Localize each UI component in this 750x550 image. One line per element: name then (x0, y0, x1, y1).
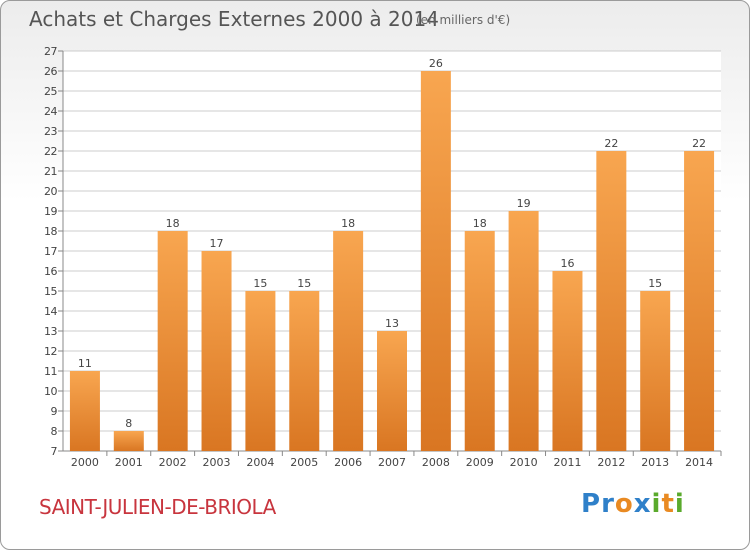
y-tick-label: 14 (44, 305, 57, 318)
data-label: 15 (253, 277, 267, 290)
bar (69, 371, 100, 451)
y-tick-label: 17 (44, 245, 57, 258)
data-label: 15 (297, 277, 311, 290)
x-tick-label: 2014 (685, 456, 713, 469)
y-tick-label: 26 (44, 65, 57, 78)
y-tick-label: 16 (44, 265, 57, 278)
data-label: 16 (560, 257, 574, 270)
x-tick-label: 2007 (378, 456, 406, 469)
data-label: 22 (692, 137, 706, 150)
y-tick-label: 7 (51, 445, 58, 458)
x-tick-label: 2000 (71, 456, 99, 469)
data-label: 22 (604, 137, 618, 150)
chart-unit: (en milliers d'€) (416, 13, 511, 27)
y-tick-label: 20 (44, 185, 57, 198)
y-tick-label: 22 (44, 145, 57, 158)
x-tick-label: 2013 (641, 456, 669, 469)
data-label: 13 (385, 317, 399, 330)
y-tick-label: 27 (44, 45, 57, 58)
data-label: 18 (166, 217, 180, 230)
logo-letter: i (674, 489, 685, 519)
y-tick-label: 10 (44, 385, 57, 398)
y-tick-label: 18 (44, 225, 57, 238)
x-tick-label: 2004 (246, 456, 274, 469)
y-tick-label: 13 (44, 325, 57, 338)
bar (508, 211, 539, 451)
bar (596, 151, 627, 451)
y-tick-label: 19 (44, 205, 57, 218)
bar (245, 291, 276, 451)
bar (377, 331, 407, 451)
x-tick-label: 2009 (466, 456, 494, 469)
data-label: 17 (210, 237, 224, 250)
x-tick-label: 2003 (203, 456, 231, 469)
bar (640, 291, 671, 451)
x-tick-label: 2010 (510, 456, 538, 469)
bar (113, 431, 144, 451)
x-tick-label: 2001 (115, 456, 143, 469)
logo-letter: i (651, 489, 662, 519)
y-tick-label: 8 (51, 425, 58, 438)
bar (420, 71, 451, 451)
bar (552, 271, 583, 451)
bar (333, 231, 364, 451)
logo-letter: x (633, 489, 652, 519)
y-tick-label: 25 (44, 85, 57, 98)
y-tick-label: 12 (44, 345, 57, 358)
x-tick-label: 2012 (597, 456, 625, 469)
logo-letter: r (601, 489, 615, 519)
bar (684, 151, 715, 451)
data-label: 19 (517, 197, 531, 210)
y-tick-label: 24 (44, 105, 57, 118)
x-tick-label: 2011 (553, 456, 581, 469)
x-tick-label: 2006 (334, 456, 362, 469)
data-label: 26 (429, 57, 443, 70)
bar (289, 291, 320, 451)
data-label: 18 (473, 217, 487, 230)
logo-letter: o (614, 489, 634, 519)
bar (201, 251, 232, 451)
chart-title: Achats et Charges Externes 2000 à 2014 (29, 7, 439, 31)
logo-letter: t (661, 489, 675, 519)
y-tick-label: 9 (51, 405, 58, 418)
y-tick-label: 21 (44, 165, 57, 178)
bar (464, 231, 495, 451)
y-tick-label: 11 (44, 365, 57, 378)
city-name: SAINT-JULIEN-DE-BRIOLA (39, 495, 276, 519)
x-tick-label: 2002 (159, 456, 187, 469)
x-tick-label: 2005 (290, 456, 318, 469)
bar (157, 231, 188, 451)
logo-letter: P (581, 489, 602, 519)
data-label: 8 (125, 417, 132, 430)
data-label: 18 (341, 217, 355, 230)
x-tick-label: 2008 (422, 456, 450, 469)
y-tick-label: 15 (44, 285, 57, 298)
y-tick-label: 23 (44, 125, 57, 138)
data-label: 15 (648, 277, 662, 290)
proxiti-logo: Proxiti (581, 489, 685, 519)
data-label: 11 (78, 357, 92, 370)
